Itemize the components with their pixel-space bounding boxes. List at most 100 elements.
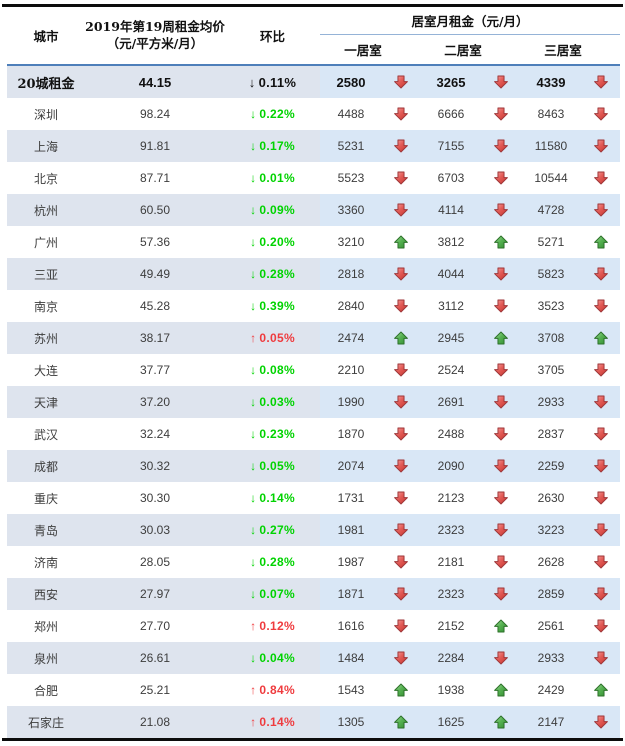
one-bedroom-rent-value: 3360 xyxy=(320,194,382,226)
three-bedroom-rent-value: 2429 xyxy=(537,683,565,697)
down-arrow-icon xyxy=(594,107,608,121)
down-arrow-icon xyxy=(394,555,408,569)
two-bedroom-trend-cell xyxy=(482,482,520,514)
avg-price-cell: 27.97 xyxy=(85,578,225,610)
bedroom-group-title: 居室月租金（元/月） xyxy=(320,7,620,35)
wow-up-arrow-icon: ↑ xyxy=(250,331,257,345)
one-bedroom-trend-cell xyxy=(382,514,420,546)
three-bedroom-trend-cell xyxy=(582,674,620,706)
one-bedroom-trend-cell xyxy=(382,130,420,162)
avg-price-cell: 91.81 xyxy=(85,130,225,162)
up-arrow-icon xyxy=(494,235,508,249)
wow-down-arrow-icon: ↓ xyxy=(250,395,257,409)
two-bedroom-rent-value: 3812 xyxy=(437,235,465,249)
one-bedroom-trend-cell xyxy=(382,642,420,674)
three-bedroom-trend-cell xyxy=(582,578,620,610)
three-bedroom-rent-value: 2859 xyxy=(520,578,582,610)
two-bedroom-trend-cell xyxy=(482,162,520,194)
down-arrow-icon xyxy=(494,459,508,473)
wow-down-arrow-icon: ↓ xyxy=(248,74,256,90)
wow-change-cell: ↑ 0.14% xyxy=(225,706,320,738)
one-bedroom-rent-value: 2840 xyxy=(337,299,365,313)
down-arrow-icon xyxy=(594,267,608,281)
up-arrow-icon xyxy=(494,331,508,345)
one-bedroom-rent-value: 1987 xyxy=(337,555,365,569)
table-row: 天津 37.20 ↓ 0.03% 1990 2691 2933 xyxy=(7,386,620,418)
wow-down-arrow-icon: ↓ xyxy=(250,139,257,153)
one-bedroom-rent-value: 2210 xyxy=(337,363,365,377)
down-arrow-icon xyxy=(494,299,508,313)
three-bedroom-trend-cell xyxy=(582,130,620,162)
three-bedroom-rent-value: 3705 xyxy=(537,363,565,377)
down-arrow-icon xyxy=(594,715,608,729)
wow-change-value: 0.28% xyxy=(259,267,295,281)
wow-down-arrow-icon: ↓ xyxy=(250,587,257,601)
wow-change-cell: ↓ 0.01% xyxy=(225,162,320,194)
three-bedroom-trend-cell xyxy=(582,610,620,642)
three-bedroom-rent-value: 8463 xyxy=(537,107,565,121)
up-arrow-icon xyxy=(594,235,608,249)
one-bedroom-trend-cell xyxy=(382,194,420,226)
table-row: 大连 37.77 ↓ 0.08% 2210 2524 3705 xyxy=(7,354,620,386)
down-arrow-icon xyxy=(494,363,508,377)
three-bedroom-rent-value: 2630 xyxy=(537,491,565,505)
one-bedroom-trend-cell xyxy=(382,258,420,290)
wow-change-cell: ↓ 0.20% xyxy=(225,226,320,258)
avg-price-cell: 37.20 xyxy=(85,386,225,418)
one-bedroom-rent-value: 2474 xyxy=(320,322,382,354)
avg-price-cell: 87.71 xyxy=(139,171,171,185)
avg-price-cell: 45.28 xyxy=(139,299,171,313)
table-row: 武汉 32.24 ↓ 0.23% 1870 2488 2837 xyxy=(7,418,620,450)
avg-price-cell: 98.24 xyxy=(139,107,171,121)
column-header-one-bedroom: 一居室 xyxy=(344,43,382,58)
down-arrow-icon xyxy=(594,75,608,89)
wow-down-arrow-icon: ↓ xyxy=(250,363,257,377)
down-arrow-icon xyxy=(394,395,408,409)
three-bedroom-trend-cell xyxy=(582,98,620,130)
one-bedroom-rent-value: 5523 xyxy=(337,171,365,185)
bedroom-subheaders: 一居室 二居室 三居室 xyxy=(320,35,620,64)
city-cell: 深圳 xyxy=(33,107,58,122)
down-arrow-icon xyxy=(394,491,408,505)
wow-down-arrow-icon: ↓ xyxy=(250,491,257,505)
two-bedroom-trend-cell xyxy=(482,290,520,322)
table-row: 广州 57.36 ↓ 0.20% 3210 3812 5271 xyxy=(7,226,620,258)
two-bedroom-trend-cell xyxy=(482,66,520,98)
wow-change-value: 0.09% xyxy=(259,203,295,217)
down-arrow-icon xyxy=(394,619,408,633)
two-bedroom-rent-value: 2323 xyxy=(420,578,482,610)
table-row: 20城租金 44.15 ↓ 0.11% 2580 3265 4339 xyxy=(7,66,620,98)
two-bedroom-trend-cell xyxy=(482,642,520,674)
wow-change-cell: ↑ 0.84% xyxy=(225,674,320,706)
avg-price-cell: 60.50 xyxy=(85,194,225,226)
avg-price-cell: 26.61 xyxy=(85,642,225,674)
two-bedroom-rent-value: 2123 xyxy=(437,491,465,505)
up-arrow-icon xyxy=(494,619,508,633)
up-arrow-icon xyxy=(594,331,608,345)
wow-change-value: 0.08% xyxy=(259,363,295,377)
one-bedroom-rent-value: 2818 xyxy=(320,258,382,290)
down-arrow-icon xyxy=(394,651,408,665)
one-bedroom-trend-cell xyxy=(382,418,420,450)
three-bedroom-rent-value: 10544 xyxy=(534,171,568,185)
wow-down-arrow-icon: ↓ xyxy=(250,651,257,665)
down-arrow-icon xyxy=(494,171,508,185)
two-bedroom-rent-value: 2152 xyxy=(437,619,465,633)
city-cell: 西安 xyxy=(7,578,85,610)
three-bedroom-trend-cell xyxy=(582,642,620,674)
one-bedroom-trend-cell xyxy=(382,706,420,738)
one-bedroom-trend-cell xyxy=(382,322,420,354)
avg-price-header-line1: 2019年第19周租金均价 xyxy=(85,18,225,34)
one-bedroom-rent-value: 1616 xyxy=(337,619,365,633)
two-bedroom-rent-value: 3112 xyxy=(438,299,464,313)
table-row: 深圳 98.24 ↓ 0.22% 4488 6666 8463 xyxy=(7,98,620,130)
three-bedroom-rent-value: 2837 xyxy=(537,427,565,441)
one-bedroom-trend-cell xyxy=(382,450,420,482)
column-header-wow: 环比 xyxy=(259,29,285,44)
three-bedroom-trend-cell xyxy=(582,258,620,290)
bottom-border-bar xyxy=(2,738,623,741)
down-arrow-icon xyxy=(594,139,608,153)
two-bedroom-trend-cell xyxy=(482,706,520,738)
table-row: 三亚 49.49 ↓ 0.28% 2818 4044 5823 xyxy=(7,258,620,290)
avg-price-cell: 38.17 xyxy=(85,322,225,354)
